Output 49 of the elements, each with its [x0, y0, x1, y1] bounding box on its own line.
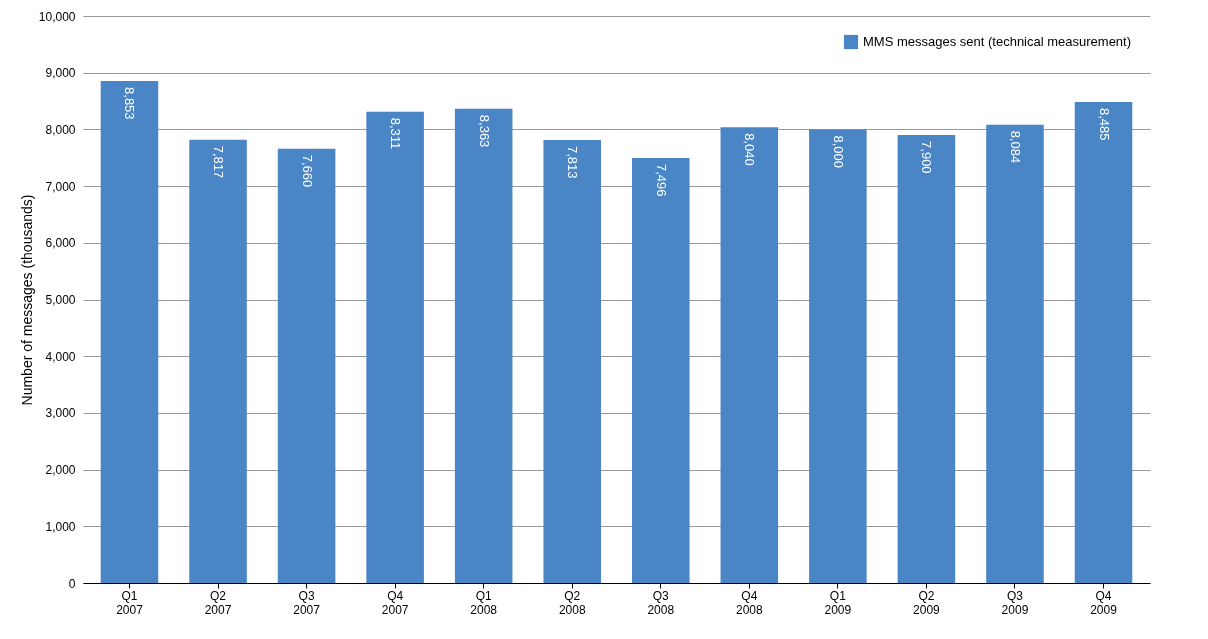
- x-tick-label: Q1 2009: [824, 588, 852, 617]
- data-label: 8,084: [1007, 130, 1023, 164]
- data-label: 7,900: [919, 141, 935, 174]
- x-tick-label: Q1 2008: [470, 588, 498, 617]
- bar: [189, 139, 247, 583]
- y-tick-label: 1,000: [45, 519, 76, 534]
- x-tick-label: Q4 2008: [735, 588, 763, 617]
- data-label: 7,660: [299, 154, 315, 188]
- data-label: 8,000: [830, 135, 846, 168]
- y-tick-label: 8,000: [45, 122, 76, 137]
- x-tick-label: Q4 2007: [381, 588, 409, 617]
- bar: [1074, 101, 1133, 583]
- x-tick-label: Q4 2009: [1090, 588, 1118, 617]
- bar: [454, 108, 513, 583]
- y-tick-label: 0: [68, 576, 76, 591]
- y-tick-label: 9,000: [45, 66, 76, 81]
- bar: [986, 124, 1044, 583]
- y-tick-label: 4,000: [45, 349, 76, 364]
- bar: [897, 135, 956, 583]
- y-tick-label: 5,000: [45, 293, 76, 307]
- x-tick-label: Q3 2008: [647, 588, 675, 617]
- data-label: 7,813: [565, 146, 581, 179]
- bar: [809, 129, 867, 583]
- data-label: 7,496: [653, 163, 669, 197]
- data-label: 8,853: [122, 87, 138, 120]
- y-tick-label: 2,000: [45, 463, 76, 478]
- data-label: 8,040: [742, 133, 758, 166]
- bar: [277, 148, 336, 583]
- y-tick-label: 3,000: [45, 406, 76, 421]
- bar: [543, 140, 601, 583]
- x-tick-label: Q3 2007: [293, 588, 321, 617]
- data-label: 8,311: [388, 117, 404, 150]
- bar: [100, 81, 159, 583]
- y-tick-label: 7,000: [45, 179, 76, 194]
- y-tick-label: 6,000: [45, 236, 76, 251]
- x-tick-label: Q2 2007: [204, 588, 232, 617]
- data-label: 7,817: [211, 145, 227, 179]
- bar: [720, 127, 779, 583]
- bar: [366, 111, 424, 583]
- legend-label: MMS messages sent (technical measurement): [863, 34, 1132, 49]
- data-label: 8,485: [1096, 107, 1112, 141]
- bar: [632, 157, 690, 583]
- y-tick-label: 10,000: [38, 9, 76, 24]
- x-tick-label: Q3 2009: [1001, 588, 1029, 617]
- data-label: 8,363: [476, 114, 492, 148]
- x-tick-label: Q1 2007: [116, 588, 144, 617]
- x-tick-label: Q2 2009: [913, 588, 941, 617]
- x-tick-label: Q2 2008: [558, 588, 586, 617]
- y-axis-title: Number of messages (thousands): [18, 194, 35, 406]
